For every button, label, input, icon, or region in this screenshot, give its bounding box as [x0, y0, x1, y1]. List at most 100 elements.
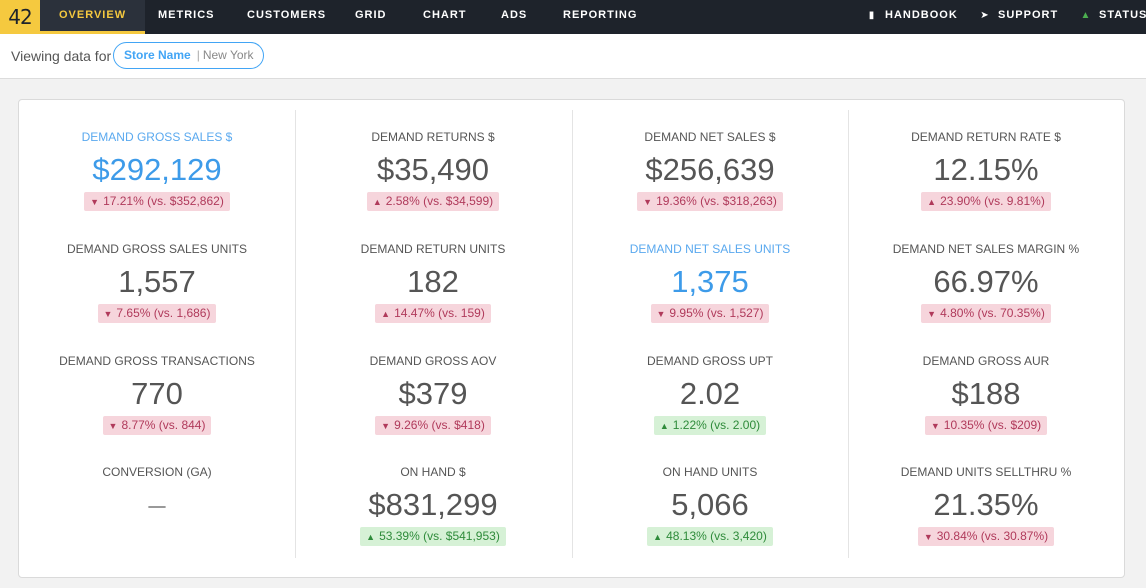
change-text: 30.84% (vs. 30.87%) — [936, 529, 1049, 543]
thumbs-up-icon: ▲ — [1080, 10, 1092, 21]
metric-tile[interactable]: DEMAND GROSS TRANSACTIONS 770 ▼ 8.77% (vs. … — [19, 353, 295, 435]
handbook-link[interactable]: ▮ HANDBOOK — [866, 0, 958, 34]
metric-label: CONVERSION (GA) — [102, 465, 212, 479]
metrics-card: DEMAND GROSS SALES $ $292,129 ▼ 17.21% (vs.… — [18, 99, 1125, 578]
metric-label: DEMAND RETURN RATE $ — [911, 130, 1061, 144]
metric-label: ON HAND $ — [400, 465, 466, 479]
metric-label: DEMAND UNITS SELLTHRU % — [900, 465, 1072, 479]
nav-tab-chart[interactable]: CHART — [423, 9, 467, 21]
column-divider — [295, 110, 296, 558]
metric-value: 66.97% — [933, 264, 1039, 299]
metric-value: 2.02 — [679, 376, 741, 411]
change-text: 7.65% (vs. 1,686) — [116, 306, 211, 320]
column-divider — [848, 110, 849, 558]
chevron-down-icon: ▼ — [103, 309, 113, 319]
metric-value: 12.15% — [933, 152, 1039, 187]
metric-value: $379 — [398, 376, 468, 411]
filter-bar: Viewing data for Store Name | New York — [0, 34, 1146, 79]
metric-value: – — [148, 487, 166, 522]
change-badge: ▲ 53.39% (vs. $541,953) — [360, 527, 506, 546]
metric-tile[interactable]: DEMAND NET SALES $ $256,639 ▼ 19.36% (vs. $… — [572, 129, 848, 211]
status-link[interactable]: ▲ STATUS — [1080, 0, 1146, 34]
metric-tile[interactable]: DEMAND NET SALES MARGIN % 66.97% ▼ 4.80% (v… — [848, 241, 1124, 323]
chevron-down-icon: ▼ — [90, 197, 100, 207]
metric-tile[interactable]: DEMAND GROSS AOV $379 ▼ 9.26% (vs. $418) — [295, 353, 571, 435]
metric-tile[interactable]: DEMAND RETURNS $ $35,490 ▲ 2.58% (vs. $34,5… — [295, 129, 571, 211]
nav-tab-grid[interactable]: GRID — [355, 9, 387, 21]
change-text: 4.80% (vs. 70.35%) — [940, 306, 1045, 320]
change-text: 48.13% (vs. 3,420) — [666, 529, 767, 543]
chevron-down-icon: ▼ — [927, 309, 937, 319]
nav-tab-customers[interactable]: CUSTOMERS — [247, 9, 327, 21]
metric-tile[interactable]: DEMAND NET SALES UNITS 1,375 ▼ 9.95% (vs. 1… — [572, 241, 848, 323]
metric-tile[interactable]: CONVERSION (GA) – — [19, 464, 295, 525]
metric-label: DEMAND GROSS SALES $ — [81, 130, 233, 144]
chevron-up-icon: ▲ — [659, 421, 669, 431]
nav-tab-overview[interactable]: OVERVIEW — [40, 0, 146, 34]
metric-tile[interactable]: DEMAND RETURN RATE $ 12.15% ▲ 23.90% (vs. 9… — [848, 129, 1124, 211]
metric-label: DEMAND GROSS UPT — [646, 354, 773, 368]
status-label: STATUS — [1099, 9, 1146, 21]
store-selector[interactable]: Store Name | New York — [113, 42, 264, 69]
support-link[interactable]: ➤ SUPPORT — [979, 0, 1058, 34]
metric-tile[interactable]: DEMAND GROSS SALES $ $292,129 ▼ 17.21% (vs.… — [19, 129, 295, 211]
change-badge: ▲ 2.58% (vs. $34,599) — [366, 192, 500, 211]
metric-label: DEMAND GROSS AOV — [369, 354, 497, 368]
store-city: New York — [202, 48, 254, 62]
store-name: Store Name — [124, 48, 191, 62]
book-icon: ▮ — [868, 10, 876, 21]
metric-tile[interactable]: DEMAND GROSS SALES UNITS 1,557 ▼ 7.65% (vs.… — [19, 241, 295, 323]
change-text: 2.58% (vs. $34,599) — [385, 194, 494, 208]
chevron-up-icon: ▲ — [381, 309, 391, 319]
metric-value: $831,299 — [368, 487, 498, 522]
change-badge: ▼ 9.95% (vs. 1,527) — [650, 304, 770, 323]
metric-label: ON HAND UNITS — [662, 465, 758, 479]
chevron-down-icon: ▼ — [930, 421, 940, 431]
change-badge: ▼ 4.80% (vs. 70.35%) — [921, 304, 1051, 323]
change-text: 14.47% (vs. 159) — [394, 306, 485, 320]
chevron-down-icon: ▼ — [381, 421, 391, 431]
metric-label: DEMAND RETURNS $ — [371, 130, 495, 144]
chevron-up-icon: ▲ — [366, 532, 376, 542]
metric-tile[interactable]: ON HAND UNITS 5,066 ▲ 48.13% (vs. 3,420) — [572, 464, 848, 546]
metric-label: DEMAND RETURN UNITS — [360, 242, 506, 256]
change-text: 8.77% (vs. 844) — [121, 418, 206, 432]
support-label: SUPPORT — [998, 9, 1059, 21]
change-text: 1.22% (vs. 2.00) — [672, 418, 761, 432]
metric-value: 182 — [407, 264, 459, 299]
viewing-data-label: Viewing data for — [11, 48, 112, 64]
metric-label: DEMAND NET SALES UNITS — [629, 242, 791, 256]
metric-label: DEMAND NET SALES $ — [644, 130, 776, 144]
nav-tab-reporting[interactable]: REPORTING — [563, 9, 638, 21]
metric-label: DEMAND GROSS AUR — [922, 354, 1050, 368]
nav-tab-ads[interactable]: ADS — [501, 9, 528, 21]
change-badge: ▲ 23.90% (vs. 9.81%) — [921, 192, 1051, 211]
change-badge: ▼ 19.36% (vs. $318,263) — [637, 192, 783, 211]
top-navigation-bar: 42 OVERVIEW METRICS CUSTOMERS GRID CHART… — [0, 0, 1146, 34]
metric-tile[interactable]: DEMAND UNITS SELLTHRU % 21.35% ▼ 30.84% (vs… — [848, 464, 1124, 546]
metric-value: $292,129 — [92, 152, 222, 187]
change-badge: ▲ 48.13% (vs. 3,420) — [647, 527, 773, 546]
metric-tile[interactable]: DEMAND RETURN UNITS 182 ▲ 14.47% (vs. 159) — [295, 241, 571, 323]
nav-tab-metrics[interactable]: METRICS — [158, 9, 215, 21]
chevron-down-icon: ▼ — [923, 532, 933, 542]
change-badge: ▼ 8.77% (vs. 844) — [102, 416, 212, 435]
change-text: 9.95% (vs. 1,527) — [669, 306, 764, 320]
chevron-up-icon: ▲ — [372, 197, 382, 207]
column-divider — [572, 110, 573, 558]
change-badge: ▼ 9.26% (vs. $418) — [375, 416, 491, 435]
metric-value: 5,066 — [671, 487, 749, 522]
chevron-down-icon: ▼ — [656, 309, 666, 319]
change-text: 9.26% (vs. $418) — [394, 418, 485, 432]
metric-tile[interactable]: DEMAND GROSS UPT 2.02 ▲ 1.22% (vs. 2.00) — [572, 353, 848, 435]
metric-label: DEMAND GROSS SALES UNITS — [66, 242, 248, 256]
change-badge: ▼ 7.65% (vs. 1,686) — [97, 304, 217, 323]
metric-tile[interactable]: DEMAND GROSS AUR $188 ▼ 10.35% (vs. $209) — [848, 353, 1124, 435]
metric-value: 1,557 — [118, 264, 196, 299]
app-logo[interactable]: 42 — [0, 0, 40, 34]
metric-label: DEMAND GROSS TRANSACTIONS — [59, 354, 255, 368]
paper-plane-icon: ➤ — [980, 10, 990, 21]
change-badge: ▼ 30.84% (vs. 30.87%) — [917, 527, 1055, 546]
metric-tile[interactable]: ON HAND $ $831,299 ▲ 53.39% (vs. $541,953) — [295, 464, 571, 546]
change-text: 19.36% (vs. $318,263) — [656, 194, 777, 208]
